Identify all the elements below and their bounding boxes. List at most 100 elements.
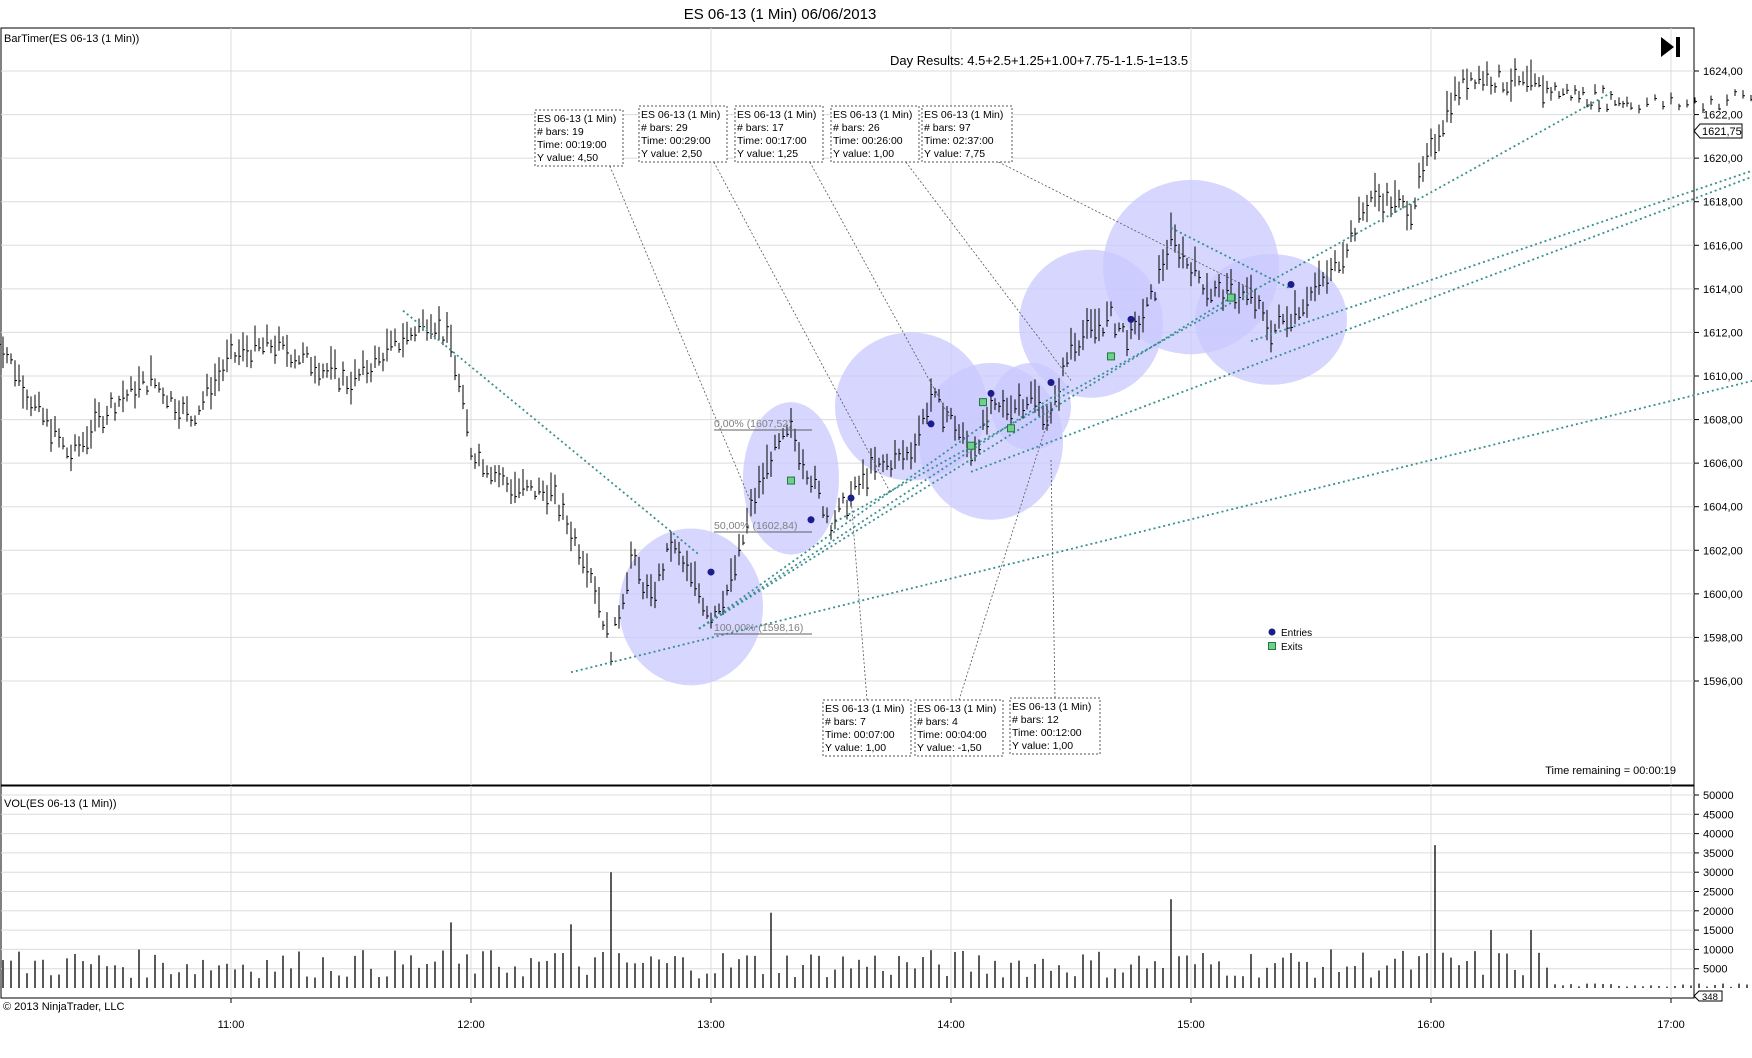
entry-marker (1287, 281, 1295, 288)
trade-note-line: Y value: 7,75 (924, 148, 985, 160)
price-tick-label: 1624,00 (1703, 66, 1743, 78)
price-tick-label: 1612,00 (1703, 327, 1743, 339)
note-leader-lines (609, 161, 1252, 701)
exit-marker (1227, 293, 1235, 302)
note-leader-line (958, 410, 1052, 701)
trendline (402, 309, 700, 556)
trendline (830, 91, 1612, 525)
price-tick-label: 1604,00 (1703, 502, 1743, 514)
volume-tick-label: 25000 (1703, 887, 1734, 899)
trade-note-line: # bars: 29 (641, 122, 688, 134)
last-price-label: 1621,75 (1702, 126, 1742, 138)
last-volume-tag: 348 (1693, 990, 1723, 1003)
chart-title: ES 06-13 (1 Min) 06/06/2013 (684, 6, 877, 23)
price-tick-label: 1606,00 (1703, 458, 1743, 470)
trade-markers (707, 281, 1295, 576)
entry-marker (987, 389, 995, 397)
trade-highlight-zone (1195, 254, 1347, 385)
time-tick-label: 16:00 (1417, 1019, 1445, 1031)
fib-level-label: 0,00% (1607,52) (714, 418, 792, 430)
volume-tick-label: 30000 (1703, 867, 1734, 879)
price-y-axis: 1596,00 1598,00 1600,00 1602,00 1604,00 1606,… (1694, 66, 1743, 688)
trendline (1250, 169, 1752, 342)
note-leader-line (905, 161, 1072, 381)
volume-tick-label: 35000 (1703, 848, 1734, 860)
fib-level-label: 100,00% (1598,16) (714, 622, 803, 634)
trade-note-line: ES 06-13 (1 Min) (825, 703, 904, 715)
time-tick-label: 12:00 (457, 1019, 485, 1031)
entry-marker (1127, 315, 1135, 323)
trade-note-line: Y value: 1,00 (825, 742, 886, 754)
exit-marker (787, 476, 795, 485)
note-leader-line (850, 497, 868, 701)
trade-note-line: Y value: 1,25 (737, 148, 798, 160)
note-leader-line (609, 165, 752, 503)
price-tick-label: 1620,00 (1703, 153, 1743, 165)
copyright: © 2013 NinjaTrader, LLC (3, 1001, 124, 1013)
exit-marker (1107, 352, 1115, 361)
exit-marker (967, 441, 975, 450)
trade-note-line: Y value: 2,50 (641, 148, 702, 160)
trade-note-line: ES 06-13 (1 Min) (924, 109, 1003, 121)
trade-note-line: Time: 00:04:00 (917, 729, 987, 741)
trade-note-line: Time: 02:37:00 (924, 135, 994, 147)
exit-marker (1007, 424, 1015, 433)
trendline (570, 380, 1752, 674)
note-leader-line (809, 161, 952, 420)
volume-tick-label: 50000 (1703, 790, 1734, 802)
trade-note-line: ES 06-13 (1 Min) (537, 113, 616, 125)
trade-note-line: Y value: 1,00 (833, 148, 894, 160)
time-remaining: Time remaining = 00:00:19 (1545, 765, 1676, 777)
last-volume-label: 348 (1702, 992, 1718, 1003)
price-tick-label: 1596,00 (1703, 676, 1743, 688)
bar-timer-icon[interactable] (1661, 37, 1680, 57)
trade-note-line: ES 06-13 (1 Min) (1012, 701, 1091, 713)
day-results: Day Results: 4.5+2.5+1.25+1.00+7.75-1-1.… (890, 53, 1188, 68)
trade-highlight-zone (619, 528, 763, 686)
entry-marker (807, 516, 815, 524)
indicator-label: BarTimer(ES 06-13 (1 Min)) (4, 33, 139, 45)
trade-note-line: # bars: 17 (737, 122, 784, 134)
trade-note-line: Y value: 4,50 (537, 152, 598, 164)
exit-marker (979, 398, 987, 407)
time-tick-label: 13:00 (697, 1019, 725, 1031)
price-tick-label: 1610,00 (1703, 371, 1743, 383)
exits-legend-label: Exits (1281, 642, 1303, 653)
trade-note-line: # bars: 4 (917, 716, 958, 728)
volume-tick-label: 10000 (1703, 944, 1734, 956)
trade-note-line: # bars: 97 (924, 122, 971, 134)
trade-note-line: Time: 00:07:00 (825, 729, 895, 741)
last-price-tag: 1621,75 (1693, 123, 1743, 139)
entry-marker (707, 568, 715, 576)
trade-note-line: Y value: -1,50 (917, 742, 982, 754)
volume-tick-label: 20000 (1703, 906, 1734, 918)
legend: Entries Exits (1268, 628, 1312, 653)
time-tick-label: 17:00 (1657, 1019, 1685, 1031)
volume-bars (2, 845, 1748, 988)
note-leader-line (998, 161, 1252, 290)
entries-legend-label: Entries (1281, 628, 1312, 639)
volume-panel: 5000 10000 15000 20000 25000 30000 35000 40000 4… (0, 785, 1748, 1013)
fib-level-label: 50,00% (1602,84) (714, 520, 797, 532)
price-tick-label: 1602,00 (1703, 545, 1743, 557)
volume-tick-label: 15000 (1703, 925, 1734, 937)
trade-note-line: Time: 00:19:00 (537, 139, 607, 151)
trade-note-line: Time: 00:29:00 (641, 135, 711, 147)
trade-note-line: Time: 00:12:00 (1012, 727, 1082, 739)
trade-note-line: # bars: 7 (825, 716, 866, 728)
trade-note-line: Time: 00:17:00 (737, 135, 807, 147)
trade-note-line: Y value: 1,00 (1012, 740, 1073, 752)
trade-note-line: # bars: 12 (1012, 714, 1059, 726)
volume-tick-label: 40000 (1703, 829, 1734, 841)
